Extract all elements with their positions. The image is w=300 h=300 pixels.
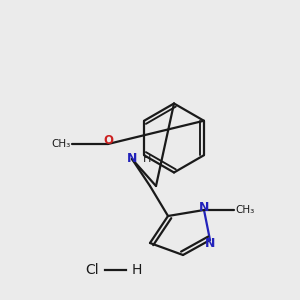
Text: N: N <box>199 201 209 214</box>
Text: CH₃: CH₃ <box>236 205 255 215</box>
Text: Cl: Cl <box>85 263 99 277</box>
Text: H: H <box>132 263 142 277</box>
Text: CH₃: CH₃ <box>51 139 70 149</box>
Text: N: N <box>205 237 215 250</box>
Text: H: H <box>143 154 151 164</box>
Text: N: N <box>127 152 137 166</box>
Text: O: O <box>103 134 113 148</box>
